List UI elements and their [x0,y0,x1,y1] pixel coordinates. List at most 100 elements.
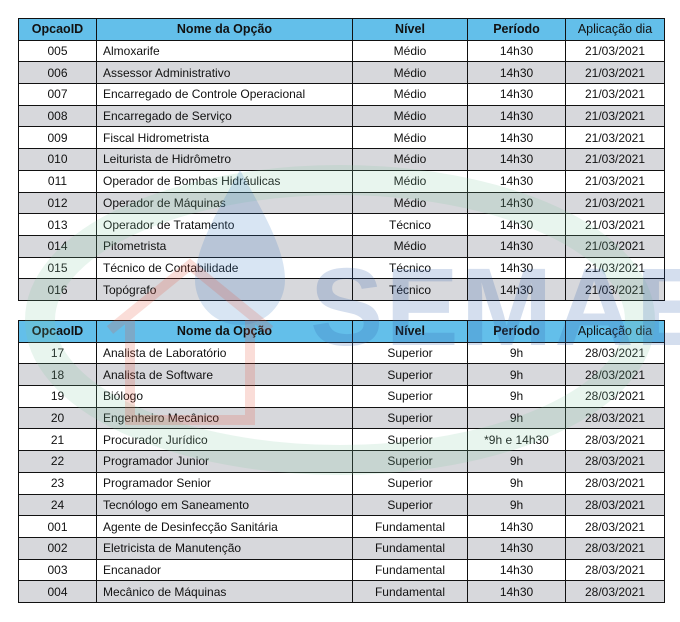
option-id-cell: 012 [18,191,97,215]
option-name-cell: Fiscal Hidrometrista [96,126,353,150]
header-level: Nível [352,18,468,41]
schedule-table-21-03: OpcaoID Nome da Opção Nível Período Apli… [18,18,665,301]
option-name-cell: Operador de Bombas Hidráulicas [96,169,353,193]
table-row: 20 Engenheiro Mecânico Superior 9h 28/03/202… [18,406,665,430]
option-name-cell: Mecânico de Máquinas [96,580,353,603]
option-id-cell: 23 [18,471,97,495]
level-cell: Médio [352,61,468,85]
level-cell: Fundamental [352,515,468,538]
period-cell: 14h30 [467,191,566,215]
period-cell: 9h [467,341,566,365]
level-cell: Fundamental [352,580,468,603]
application-date-cell: 21/03/2021 [565,191,665,215]
option-name-cell: Técnico de Contabilidade [96,256,353,280]
table-row: 003 Encanador Fundamental 14h30 28/03/2021 [18,558,665,582]
level-cell: Médio [352,191,468,215]
level-cell: Técnico [352,213,468,236]
period-cell: 14h30 [467,515,566,538]
option-id-cell: 006 [18,61,97,85]
level-cell: Médio [352,234,468,258]
option-name-cell: Pitometrista [96,234,353,258]
option-name-cell: Analista de Laboratório [96,341,353,365]
header-name: Nome da Opção [96,320,353,343]
period-cell: 14h30 [467,278,566,301]
period-cell: 14h30 [467,169,566,193]
level-cell: Superior [352,493,468,517]
application-date-cell: 28/03/2021 [565,580,665,603]
header-period: Período [467,18,566,41]
option-name-cell: Tecnólogo em Saneamento [96,493,353,517]
table-row: 004 Mecânico de Máquinas Fundamental 14h30 2… [18,580,665,603]
level-cell: Médio [352,104,468,128]
period-cell: 9h [467,493,566,517]
header-id: OpcaoID [18,320,97,343]
table-row: 012 Operador de Máquinas Médio 14h30 21/03/2… [18,191,665,215]
period-cell: 9h [467,450,566,473]
table-row: 23 Programador Senior Superior 9h 28/03/2021 [18,471,665,495]
option-name-cell: Programador Senior [96,471,353,495]
level-cell: Superior [352,385,468,408]
table-header: OpcaoID Nome da Opção Nível Período Apli… [18,320,665,343]
header-date: Aplicação dia [565,320,665,343]
option-id-cell: 016 [18,278,97,301]
table-row: 18 Analista de Software Superior 9h 28/03/20… [18,363,665,387]
period-cell: 14h30 [467,83,566,106]
period-cell: 9h [467,406,566,430]
option-name-cell: Agente de Desinfecção Sanitária [96,515,353,538]
level-cell: Médio [352,83,468,106]
level-cell: Técnico [352,278,468,301]
option-id-cell: 001 [18,515,97,538]
option-name-cell: Assessor Administrativo [96,61,353,85]
option-id-cell: 011 [18,169,97,193]
application-date-cell: 21/03/2021 [565,39,665,63]
option-id-cell: 002 [18,536,97,560]
option-name-cell: Programador Junior [96,450,353,473]
application-date-cell: 21/03/2021 [565,126,665,150]
level-cell: Superior [352,363,468,387]
table-row: 007 Encarregado de Controle Operacional Mé… [18,83,665,106]
header-name: Nome da Opção [96,18,353,41]
option-name-cell: Topógrafo [96,278,353,301]
option-id-cell: 015 [18,256,97,280]
level-cell: Médio [352,148,468,171]
period-cell: 14h30 [467,558,566,582]
level-cell: Fundamental [352,558,468,582]
period-cell: 14h30 [467,234,566,258]
option-id-cell: 20 [18,406,97,430]
option-name-cell: Leiturista de Hidrômetro [96,148,353,171]
table-row: 19 Biólogo Superior 9h 28/03/2021 [18,385,665,408]
application-date-cell: 21/03/2021 [565,148,665,171]
application-date-cell: 21/03/2021 [565,234,665,258]
table-header: OpcaoID Nome da Opção Nível Período Apli… [18,18,665,41]
application-date-cell: 21/03/2021 [565,256,665,280]
header-level: Nível [352,320,468,343]
application-date-cell: 21/03/2021 [565,213,665,236]
option-id-cell: 004 [18,580,97,603]
table-row: 013 Operador de Tratamento Técnico 14h30 21/… [18,213,665,236]
level-cell: Superior [352,406,468,430]
application-date-cell: 28/03/2021 [565,471,665,495]
option-id-cell: 014 [18,234,97,258]
application-date-cell: 21/03/2021 [565,83,665,106]
option-name-cell: Encarregado de Serviço [96,104,353,128]
period-cell: 14h30 [467,126,566,150]
option-name-cell: Encarregado de Controle Operacional [96,83,353,106]
application-date-cell: 21/03/2021 [565,61,665,85]
application-date-cell: 21/03/2021 [565,104,665,128]
option-name-cell: Operador de Máquinas [96,191,353,215]
level-cell: Superior [352,428,468,452]
table-row: 015 Técnico de Contabilidade Técnico 14h30 2… [18,256,665,280]
header-date: Aplicação dia [565,18,665,41]
level-cell: Superior [352,471,468,495]
period-cell: 14h30 [467,213,566,236]
option-id-cell: 18 [18,363,97,387]
option-name-cell: Biólogo [96,385,353,408]
option-name-cell: Procurador Jurídico [96,428,353,452]
option-id-cell: 007 [18,83,97,106]
option-id-cell: 17 [18,341,97,365]
option-id-cell: 010 [18,148,97,171]
option-id-cell: 013 [18,213,97,236]
option-name-cell: Analista de Software [96,363,353,387]
table-row: 014 Pitometrista Médio 14h30 21/03/2021 [18,234,665,258]
table-row: 21 Procurador Jurídico Superior *9h e 14h30… [18,428,665,452]
